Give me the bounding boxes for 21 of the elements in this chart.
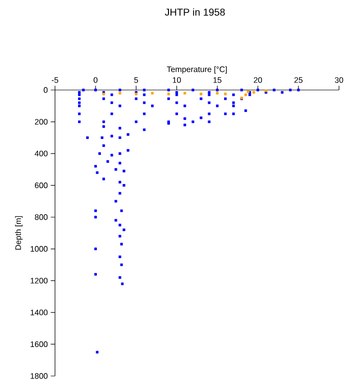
y-tick-label: 1800	[30, 373, 48, 379]
x-tick-label: 20	[254, 77, 262, 83]
x-tick-label: 30	[334, 77, 344, 83]
y-tick-label: 1200	[30, 278, 48, 284]
x-tick-label: 15	[213, 77, 222, 83]
x-tick-label: 0	[94, 77, 98, 83]
y-axis-title: Depth [m]	[15, 216, 23, 250]
y-tick-label: 200	[34, 118, 48, 125]
y-tick-label: 800	[34, 214, 48, 220]
y-tick-label: 1600	[30, 341, 48, 348]
y-tick-label: 1400	[30, 310, 48, 316]
y-tick-label: 0	[44, 87, 48, 93]
chart-title: JHTP in 1958	[164, 8, 225, 16]
y-tick-label: 600	[34, 182, 48, 188]
y-tick-label: 400	[34, 150, 48, 156]
x-tick-label: 25	[294, 77, 303, 83]
x-tick-label: 10	[172, 77, 181, 83]
y-tick-label: 1000	[30, 246, 48, 252]
x-tick-label: -5	[52, 77, 58, 83]
x-tick-label: 5	[134, 77, 138, 83]
x-axis-title: Temperature [°C]	[166, 66, 227, 74]
